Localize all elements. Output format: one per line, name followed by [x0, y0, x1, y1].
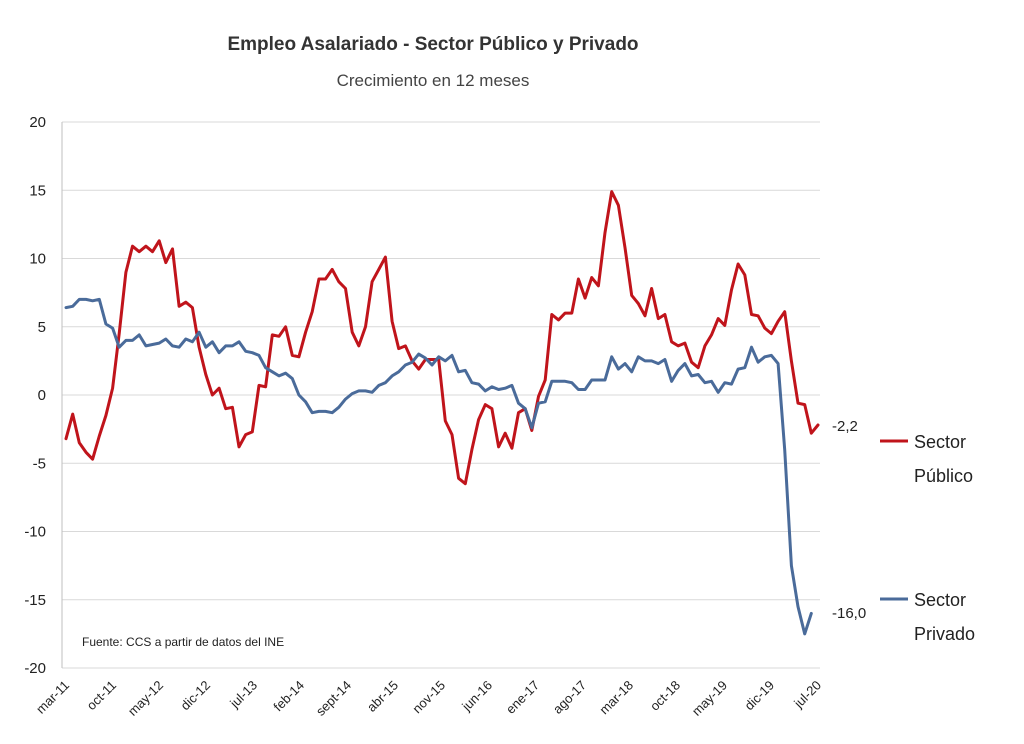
x-tick-label: oct-11 — [84, 678, 119, 713]
x-tick-label: nov-15 — [409, 678, 448, 717]
y-tick-label: 15 — [29, 182, 46, 199]
y-axis: 20 15 10 5 0 -5 -10 -15 -20 — [24, 114, 46, 677]
x-axis: mar-11 oct-11 may-12 dic-12 jul-13 feb-14 sept… — [33, 678, 824, 719]
y-tick-label: -15 — [24, 592, 46, 609]
x-tick-label: mar-18 — [596, 678, 636, 718]
legend-label-publico-line1: Sector — [914, 432, 966, 452]
x-tick-label: oct-18 — [647, 678, 683, 714]
plot-area — [64, 190, 820, 636]
y-tick-label: 5 — [38, 319, 46, 336]
y-tick-label: 0 — [38, 387, 46, 404]
x-tick-label: ene-17 — [503, 678, 542, 717]
x-tick-label: sept-14 — [313, 678, 354, 719]
x-tick-label: dic-12 — [177, 678, 213, 714]
chart-subtitle: Crecimiento en 12 meses — [337, 71, 530, 90]
legend: Sector Público Sector Privado — [880, 432, 975, 644]
legend-label-publico-line2: Público — [914, 466, 973, 486]
x-tick-label: may-12 — [125, 678, 166, 719]
series-line-publico — [64, 190, 820, 486]
x-tick-label: mar-11 — [33, 678, 72, 717]
x-tick-label: jul-20 — [790, 678, 824, 712]
legend-label-privado-line1: Sector — [914, 590, 966, 610]
source-note: Fuente: CCS a partir de datos del INE — [82, 635, 284, 649]
y-tick-label: 20 — [29, 114, 46, 131]
end-label-publico: -2,2 — [832, 418, 858, 435]
x-tick-label: jul-13 — [226, 678, 260, 712]
x-tick-label: may-19 — [689, 678, 730, 719]
y-tick-label: 10 — [29, 251, 46, 268]
legend-label-privado-line2: Privado — [914, 624, 975, 644]
x-tick-label: feb-14 — [270, 678, 307, 715]
y-tick-label: -20 — [24, 660, 46, 677]
y-tick-label: -5 — [33, 455, 46, 472]
gridlines — [62, 121, 820, 669]
x-tick-label: jun-16 — [458, 678, 495, 715]
x-tick-label: abr-15 — [364, 678, 401, 715]
chart-title: Empleo Asalariado - Sector Público y Pri… — [227, 34, 638, 55]
end-label-privado: -16,0 — [832, 605, 866, 622]
x-tick-label: dic-19 — [741, 678, 777, 714]
x-tick-label: ago-17 — [550, 678, 589, 717]
series-line-privado — [64, 297, 813, 636]
y-tick-label: -10 — [24, 524, 46, 541]
